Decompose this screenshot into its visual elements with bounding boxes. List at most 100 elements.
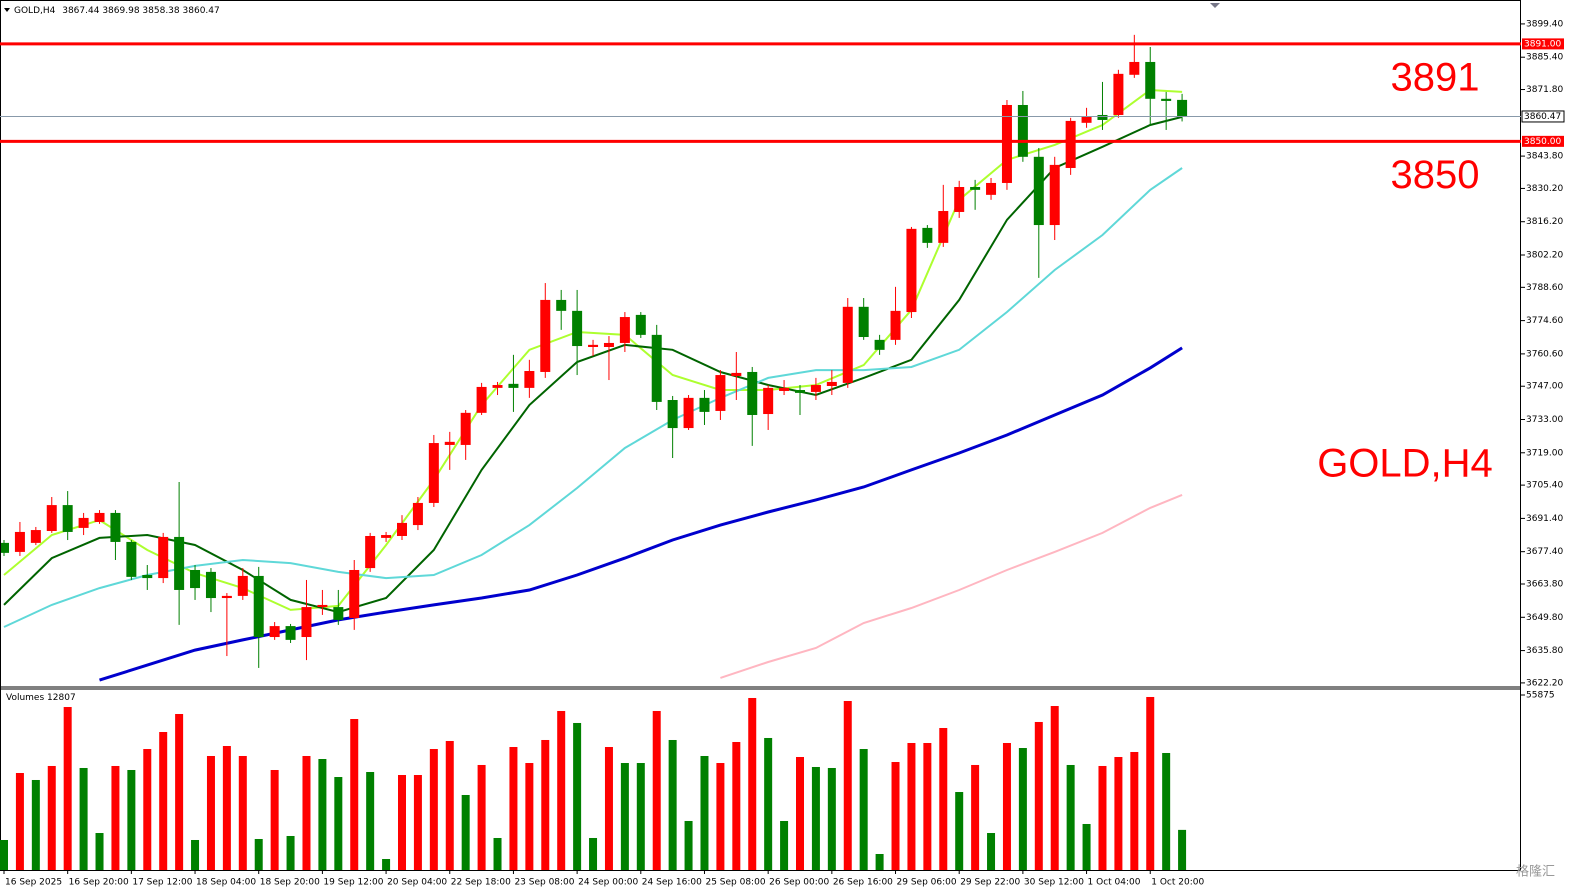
- volume-bar: [1066, 764, 1075, 870]
- volume-bar: [525, 763, 534, 870]
- volume-bar: [334, 777, 343, 870]
- candle-body: [603, 342, 614, 347]
- candle-body: [444, 441, 455, 445]
- candle-body: [842, 306, 853, 383]
- candle-body: [365, 535, 376, 569]
- candle-body: [715, 375, 726, 411]
- volume-bar: [413, 775, 422, 870]
- candle-body: [301, 607, 312, 638]
- level-axis-box: [1522, 38, 1564, 50]
- volume-bar: [493, 837, 502, 870]
- moving-average: [3, 167, 1183, 628]
- y-tick-label: 3816.20: [1526, 217, 1563, 227]
- candle-body: [508, 383, 519, 388]
- level-axis-box: [1522, 135, 1564, 147]
- x-tick-label: 24 Sep 16:00: [642, 878, 702, 888]
- candle-body: [556, 299, 567, 311]
- volume-bar: [764, 737, 773, 870]
- candle-body: [46, 505, 57, 531]
- candle-body: [30, 530, 41, 543]
- moving-average: [720, 493, 1183, 679]
- volume-bar: [286, 835, 295, 870]
- candle-body: [970, 187, 981, 190]
- candle-body: [158, 536, 169, 579]
- y-tick-label: 3899.40: [1526, 19, 1563, 29]
- x-tick-label: 20 Sep 04:00: [387, 878, 447, 888]
- symbol: GOLD,H4: [14, 6, 56, 16]
- moving-average: [3, 115, 1183, 614]
- volume-bar: [47, 765, 56, 870]
- volume-bar: [557, 710, 566, 870]
- volume-bar: [891, 762, 900, 870]
- candle-body: [1081, 116, 1092, 123]
- y-tick-label: 3871.80: [1526, 85, 1563, 95]
- volume-last: 12807: [47, 693, 76, 703]
- volume-bar: [238, 755, 247, 870]
- candle-body: [253, 575, 264, 638]
- volume-bar: [175, 713, 184, 870]
- volume-bar: [63, 707, 72, 870]
- volume-bar: [366, 771, 375, 870]
- candle-body: [397, 522, 407, 536]
- candle-body: [1161, 98, 1172, 101]
- volume-bar: [1002, 742, 1011, 870]
- level-axis-label: 3891.00: [1524, 39, 1561, 49]
- x-tick-label: 25 Sep 08:00: [705, 878, 765, 888]
- x-tick-label: 16 Sep 2025: [5, 878, 62, 888]
- volume-bar: [445, 740, 454, 870]
- symbol-label: GOLD,H4: [1317, 442, 1493, 486]
- candle-body: [94, 512, 105, 522]
- candle-body: [954, 187, 965, 212]
- candle-body: [62, 505, 73, 532]
- volume-bar: [748, 697, 757, 870]
- candle-body: [492, 385, 503, 388]
- candle-body: [1, 542, 9, 553]
- volume-bar: [191, 839, 200, 870]
- open-value: 3867.44: [62, 6, 99, 16]
- candle-body: [142, 574, 153, 579]
- volume-bar: [398, 775, 406, 870]
- volume-bar: [827, 767, 836, 870]
- volume-bar: [254, 838, 263, 870]
- volume-bar: [604, 747, 613, 870]
- volume-bar: [875, 853, 884, 870]
- x-tick-label: 22 Sep 18:00: [451, 878, 511, 888]
- candle-body: [412, 502, 423, 526]
- candle-body: [1049, 164, 1060, 226]
- menu-arrow: [4, 8, 10, 12]
- y-tick-label: 3705.40: [1526, 481, 1563, 491]
- volume-bar: [1162, 752, 1171, 870]
- x-tick-label: 1 Oct 20:00: [1151, 878, 1204, 888]
- y-tick-label: 3663.80: [1526, 580, 1563, 590]
- candle-body: [1113, 73, 1124, 115]
- volume-bar: [31, 779, 40, 870]
- price-plot: [1, 34, 1188, 682]
- volume-bar: [111, 765, 120, 870]
- close-value: 3860.47: [183, 6, 220, 16]
- volume-bar: [270, 769, 279, 870]
- x-tick-label: 17 Sep 12:00: [132, 878, 192, 888]
- volume-bar: [159, 732, 168, 870]
- y-tick-label: 3747.00: [1526, 382, 1563, 392]
- volume-name: Volumes: [6, 693, 44, 703]
- candle-body: [1033, 156, 1044, 226]
- candle-body: [381, 535, 392, 538]
- volume-bar: [636, 763, 645, 870]
- level-axis-label: 3850.00: [1524, 137, 1561, 147]
- candle-body: [731, 372, 742, 376]
- candle-body: [747, 371, 758, 415]
- volume-bar: [732, 741, 741, 870]
- candle-body: [1177, 99, 1188, 117]
- x-tick-label: 29 Sep 06:00: [897, 878, 957, 888]
- candle-body: [333, 607, 344, 620]
- y-tick-label: 3733.00: [1526, 415, 1563, 425]
- candle-body: [476, 386, 487, 413]
- level-label: 3891: [1391, 55, 1480, 99]
- volume-bar: [923, 742, 932, 870]
- volume-bar: [859, 749, 868, 870]
- candle-body: [667, 400, 678, 429]
- y-tick-label: 3843.80: [1526, 152, 1563, 162]
- candle-body: [1017, 104, 1028, 157]
- volume-bar: [1114, 756, 1123, 870]
